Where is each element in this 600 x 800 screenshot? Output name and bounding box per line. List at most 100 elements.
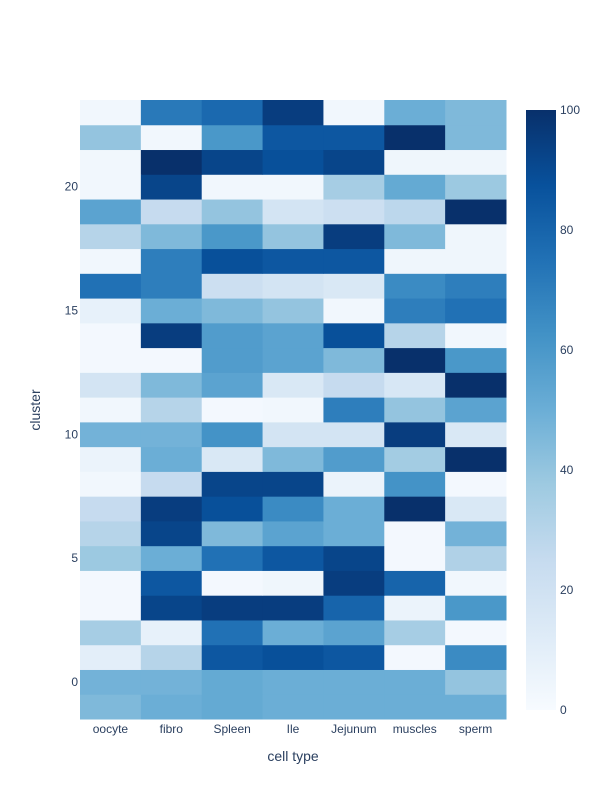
heatmap-cell xyxy=(140,520,203,547)
heatmap-cell xyxy=(445,273,507,299)
heatmap-cell xyxy=(201,372,264,398)
heatmap-cell xyxy=(445,322,507,349)
heatmap-cell xyxy=(201,124,264,151)
heatmap-cell xyxy=(262,397,324,423)
heatmap-cell xyxy=(80,322,142,349)
heatmap-cell xyxy=(445,100,507,126)
colorbar-tick-label: 20 xyxy=(560,583,574,597)
heatmap-cell xyxy=(262,694,324,720)
heatmap-cell xyxy=(201,149,264,175)
heatmap-cell xyxy=(384,248,446,274)
heatmap-cell xyxy=(323,545,385,571)
heatmap-cell xyxy=(262,199,324,225)
x-tick-label: Spleen xyxy=(213,722,250,736)
heatmap-cell xyxy=(201,446,264,472)
heatmap-cell xyxy=(384,595,446,621)
heatmap-cell xyxy=(201,496,264,522)
heatmap-cell xyxy=(140,496,203,522)
heatmap-cell xyxy=(262,223,324,250)
heatmap-cell xyxy=(323,298,385,324)
heatmap-cell xyxy=(80,520,142,547)
heatmap-cell xyxy=(201,322,264,349)
heatmap-cell xyxy=(201,471,264,497)
heatmap-cell xyxy=(140,298,203,324)
heatmap-cell xyxy=(384,100,446,126)
heatmap-cell xyxy=(384,223,446,250)
heatmap-cell xyxy=(445,397,507,423)
heatmap-cell xyxy=(201,347,264,373)
heatmap-cell xyxy=(80,298,142,324)
heatmap-cell xyxy=(323,199,385,225)
x-tick-label: oocyte xyxy=(93,722,129,736)
heatmap-cell xyxy=(140,248,203,274)
heatmap-cell xyxy=(384,397,446,423)
heatmap-cell xyxy=(140,322,203,349)
heatmap-cell xyxy=(445,570,507,596)
x-tick-label: Ile xyxy=(287,722,300,736)
heatmap-cell xyxy=(140,446,203,472)
heatmap-cell xyxy=(323,520,385,547)
heatmap-cell xyxy=(323,174,385,200)
heatmap-cell xyxy=(140,545,203,571)
colorbar-tick-label: 60 xyxy=(560,343,574,357)
heatmap-cell xyxy=(323,397,385,423)
colorbar-tick-label: 80 xyxy=(560,223,574,237)
heatmap-cell xyxy=(384,669,446,695)
heatmap-cell xyxy=(384,298,446,324)
heatmap-cell xyxy=(262,520,324,547)
heatmap-cell xyxy=(201,223,264,250)
heatmap-cell xyxy=(80,149,142,175)
heatmap-cell xyxy=(384,273,446,299)
heatmap-cell xyxy=(80,545,142,571)
heatmap-cell xyxy=(80,570,142,596)
heatmap-cell xyxy=(201,298,264,324)
heatmap-cell xyxy=(445,619,507,646)
heatmap-cell xyxy=(201,669,264,695)
heatmap-cell xyxy=(262,322,324,349)
heatmap-cell xyxy=(80,421,142,448)
heatmap-cell xyxy=(140,644,203,670)
heatmap-cell xyxy=(140,471,203,497)
heatmap-cell xyxy=(384,545,446,571)
heatmap-cell xyxy=(201,100,264,126)
heatmap-cell xyxy=(140,619,203,646)
heatmap-cell xyxy=(262,595,324,621)
heatmap-cell xyxy=(140,347,203,373)
heatmap-cell xyxy=(323,223,385,250)
heatmap-cell xyxy=(262,496,324,522)
heatmap-cell xyxy=(445,199,507,225)
heatmap-cell xyxy=(80,124,142,151)
heatmap-cell xyxy=(384,644,446,670)
heatmap-cell xyxy=(201,545,264,571)
heatmap-cell xyxy=(384,347,446,373)
heatmap-cell xyxy=(262,100,324,126)
heatmap-cell xyxy=(445,446,507,472)
heatmap-cell xyxy=(140,199,203,225)
heatmap-cell xyxy=(80,372,142,398)
heatmap-cell xyxy=(384,520,446,547)
heatmap-cell xyxy=(323,322,385,349)
heatmap-cell xyxy=(140,372,203,398)
heatmap-cell xyxy=(445,124,507,151)
heatmap-cell xyxy=(80,397,142,423)
heatmap-cell xyxy=(262,347,324,373)
heatmap-cell xyxy=(445,496,507,522)
colorbar-tick-label: 0 xyxy=(560,703,567,717)
heatmap-cell xyxy=(445,174,507,200)
heatmap-cell xyxy=(262,619,324,646)
heatmap-cell xyxy=(384,124,446,151)
heatmap-cell xyxy=(384,421,446,448)
y-tick-label: 15 xyxy=(65,303,79,317)
heatmap-cell xyxy=(445,372,507,398)
y-axis-ticks: 0 5 10 15 20 xyxy=(65,180,79,689)
heatmap-cell xyxy=(201,619,264,646)
heatmap-cell xyxy=(80,347,142,373)
y-axis-title: cluster xyxy=(27,389,43,431)
heatmap-cell xyxy=(201,595,264,621)
heatmap-cell xyxy=(445,248,507,274)
heatmap-cell xyxy=(323,100,385,126)
heatmap-cell xyxy=(262,248,324,274)
y-tick-label: 20 xyxy=(65,180,79,194)
y-tick-label: 10 xyxy=(65,427,79,441)
